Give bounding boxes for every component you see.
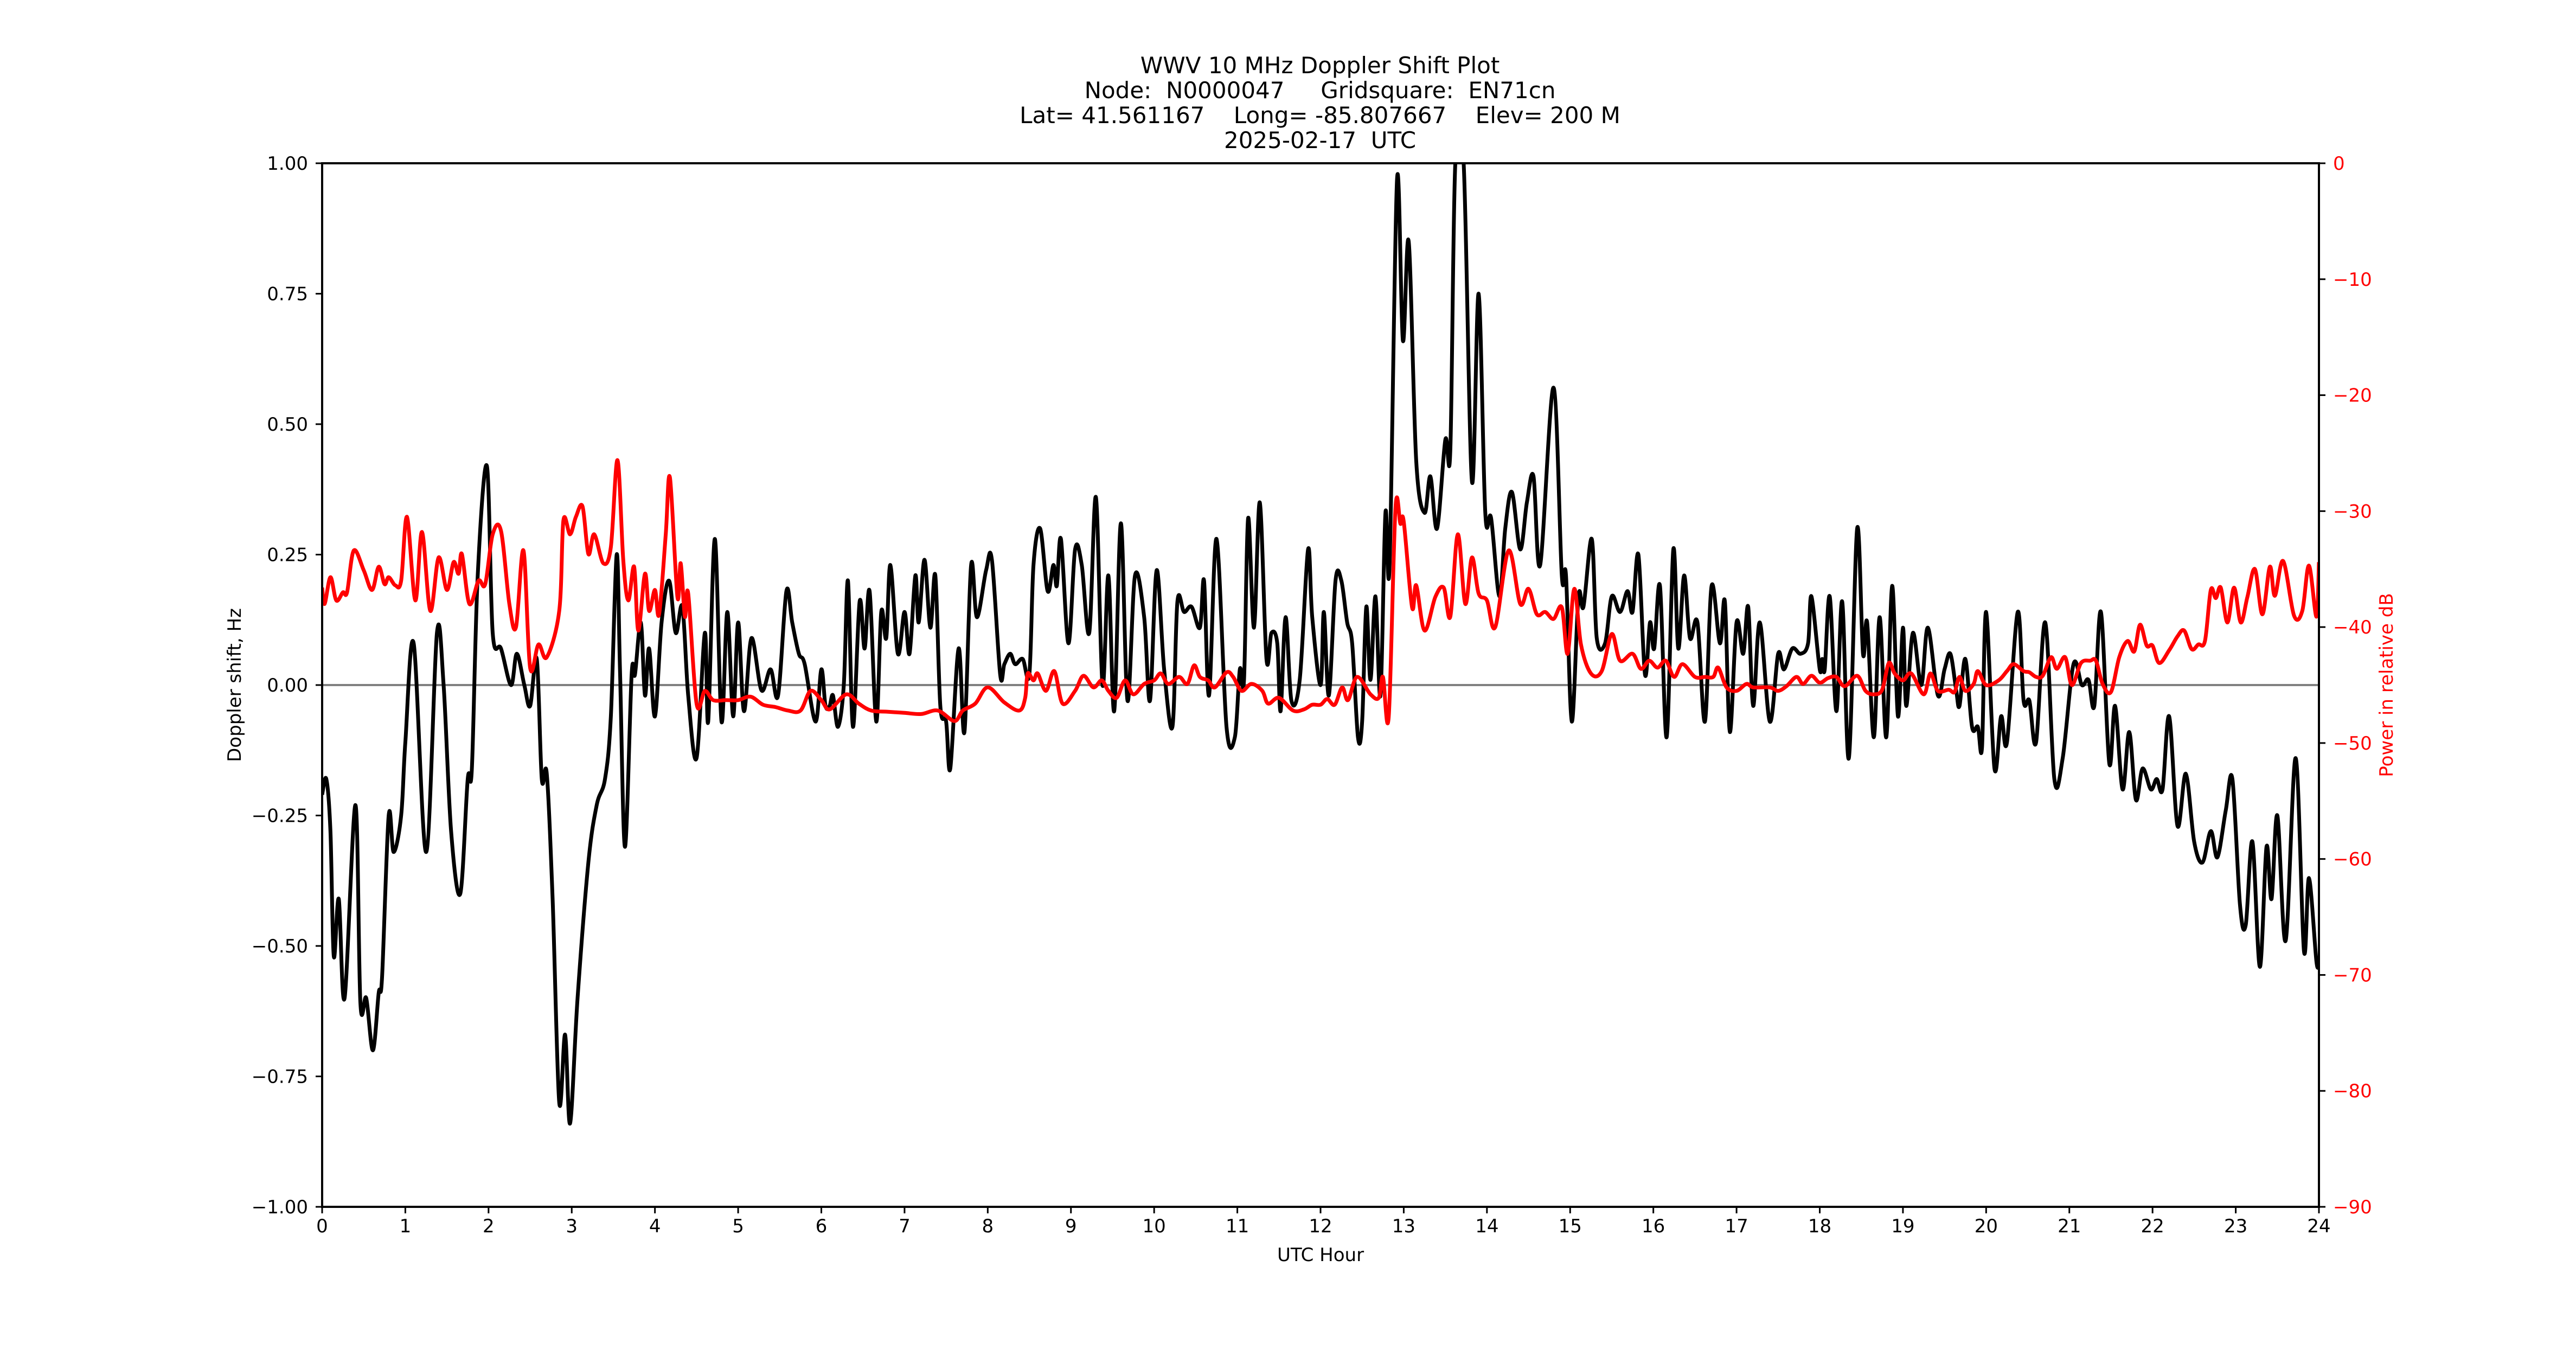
x-tick-label: 10 (1143, 1216, 1166, 1237)
chart-title-block: WWV 10 MHz Doppler Shift Plot Node: N000… (0, 53, 2576, 153)
y-right-tick-label: −30 (2333, 501, 2372, 522)
y-right-tick-label: 0 (2333, 153, 2345, 175)
chart-title: WWV 10 MHz Doppler Shift Plot (1140, 52, 1500, 79)
x-tick-label: 24 (2307, 1216, 2330, 1237)
x-tick-label: 20 (1975, 1216, 1998, 1237)
x-tick-label: 22 (2141, 1216, 2164, 1237)
x-tick-label: 18 (1808, 1216, 1831, 1237)
x-tick-label: 2 (483, 1216, 495, 1237)
y-axis-right-ticks: 0 −10 −20 −30 −40 −50 −60 −70 −80 −90 (2319, 153, 2372, 1218)
y-tick-label: 0.75 (267, 284, 308, 305)
y-tick-label: 1.00 (267, 153, 308, 175)
y-right-tick-label: −60 (2333, 849, 2372, 871)
y-right-tick-label: −10 (2333, 269, 2372, 291)
x-tick-label: 13 (1392, 1216, 1415, 1237)
y-tick-label: 0.25 (267, 545, 308, 566)
node-gridsquare-line: Node: N0000047 Gridsquare: EN71cn (1084, 77, 1556, 104)
x-axis-label: UTC Hour (1277, 1244, 1364, 1266)
y-axis-right-label: Power in relative dB (2376, 593, 2398, 777)
y-tick-label: −0.25 (252, 805, 308, 827)
x-tick-label: 14 (1475, 1216, 1498, 1237)
y-right-tick-label: −50 (2333, 733, 2372, 754)
x-tick-label: 4 (649, 1216, 661, 1237)
y-axis-left-label: Doppler shift, Hz (224, 608, 246, 762)
x-tick-label: 15 (1559, 1216, 1582, 1237)
power-line (322, 458, 2319, 725)
x-tick-label: 19 (1891, 1216, 1914, 1237)
doppler-line (322, 163, 2319, 1125)
x-tick-label: 21 (2058, 1216, 2081, 1237)
date-line: 2025-02-17 UTC (1223, 127, 1417, 153)
y-tick-label: 0.50 (267, 414, 308, 436)
x-tick-label: 9 (1065, 1216, 1077, 1237)
x-tick-label: 6 (816, 1216, 828, 1237)
y-right-tick-label: −40 (2333, 617, 2372, 638)
y-axis-left-ticks: 1.00 0.75 0.50 0.25 0.00 −0.25 −0.50 −0.75 −1.00 (252, 153, 322, 1218)
y-right-tick-label: −70 (2333, 964, 2372, 986)
x-tick-label: 12 (1309, 1216, 1332, 1237)
x-tick-label: 5 (732, 1216, 744, 1237)
x-tick-label: 17 (1725, 1216, 1748, 1237)
y-right-tick-label: −90 (2333, 1197, 2372, 1218)
x-tick-label: 7 (899, 1216, 911, 1237)
y-tick-label: −0.50 (252, 936, 308, 957)
location-line: Lat= 41.561167 Long= -85.807667 Elev= 20… (1020, 102, 1620, 129)
y-right-tick-label: −20 (2333, 385, 2372, 407)
x-tick-label: 3 (566, 1216, 578, 1237)
y-right-tick-label: −80 (2333, 1080, 2372, 1102)
data-series (322, 163, 2319, 1125)
y-tick-label: −1.00 (252, 1197, 308, 1218)
x-tick-label: 8 (982, 1216, 994, 1237)
x-tick-label: 16 (1642, 1216, 1665, 1237)
x-axis-ticks: 0 1 2 3 4 5 6 7 8 9 10 11 12 13 14 15 16 17 18 19 20 21 22 23 24 (316, 1207, 2331, 1237)
y-tick-label: −0.75 (252, 1066, 308, 1088)
x-tick-label: 23 (2224, 1216, 2247, 1237)
x-tick-label: 11 (1226, 1216, 1249, 1237)
x-tick-label: 1 (400, 1216, 412, 1237)
x-tick-label: 0 (316, 1216, 328, 1237)
y-tick-label: 0.00 (267, 675, 308, 696)
